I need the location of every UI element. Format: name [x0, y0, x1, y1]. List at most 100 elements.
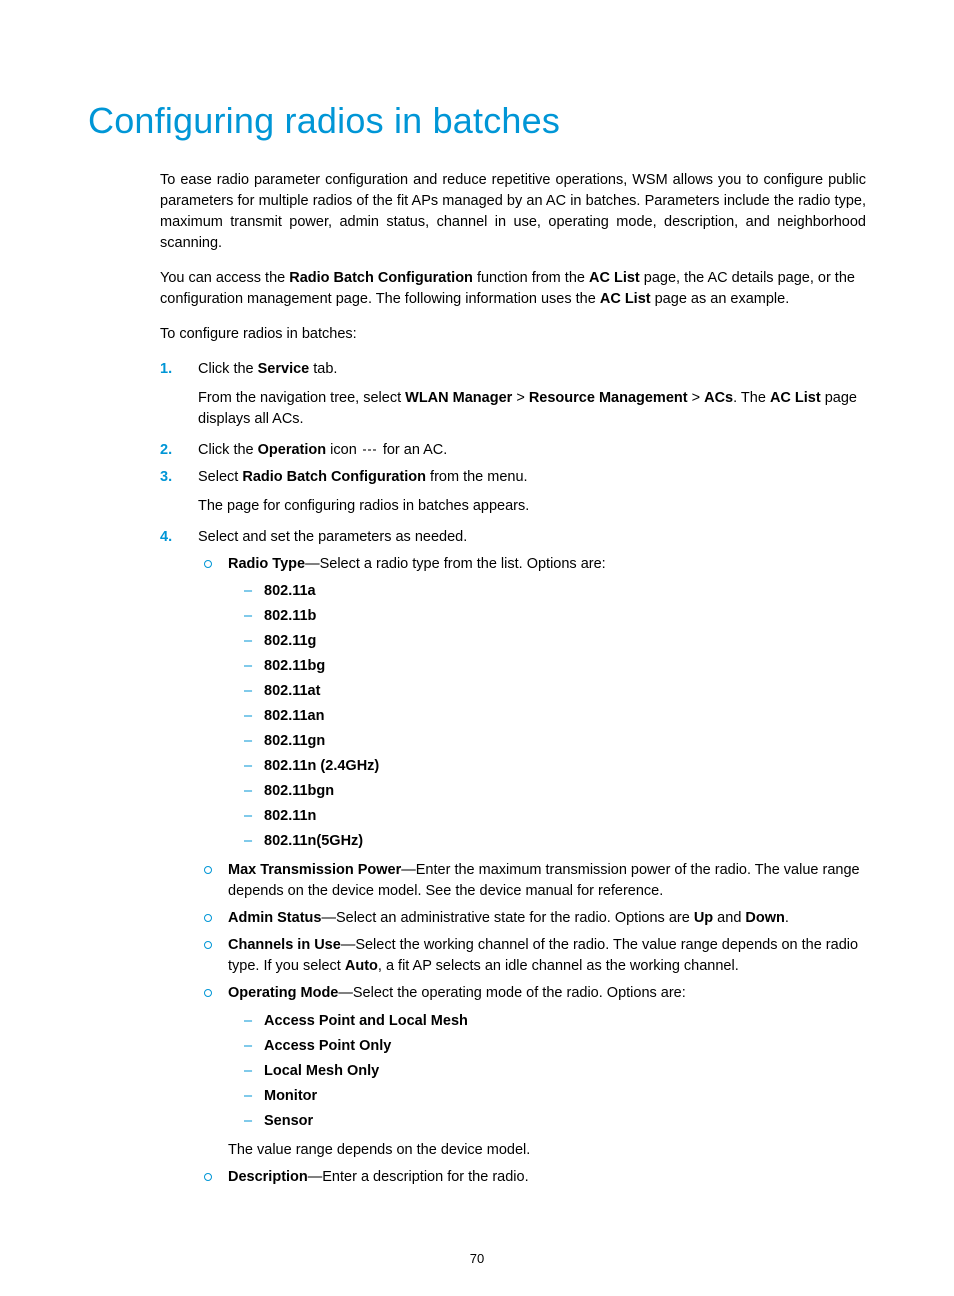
opt-label: 802.11at [264, 683, 320, 699]
step-1: 1. Click the Service tab. From the navig… [160, 359, 866, 430]
param-operating-mode: Operating Mode—Select the operating mode… [198, 983, 866, 1160]
opt: Monitor [228, 1086, 866, 1107]
param-desc: —Enter a description for the radio. [308, 1169, 529, 1185]
bold-wlan: WLAN Manager [405, 390, 512, 406]
param-label: Radio Type [228, 556, 305, 572]
opt: 802.11at [228, 681, 866, 702]
text: > [688, 390, 705, 406]
opt: 802.11gn [228, 731, 866, 752]
opt: 802.11bgn [228, 781, 866, 802]
step-2: 2. Click the Operation icon for an AC. [160, 440, 866, 461]
body: To ease radio parameter configuration an… [160, 170, 866, 1188]
param-desc: —Select the operating mode of the radio.… [338, 985, 685, 1001]
text: From the navigation tree, select [198, 390, 405, 406]
opt-label: 802.11n (2.4GHz) [264, 758, 379, 774]
param-label: Max Transmission Power [228, 862, 401, 878]
text: tab. [309, 361, 337, 377]
text: . The [733, 390, 770, 406]
page: Configuring radios in batches To ease ra… [0, 0, 954, 1296]
opt-label: Access Point Only [264, 1038, 391, 1054]
opt-label: 802.11bg [264, 658, 325, 674]
opt-label: Local Mesh Only [264, 1063, 379, 1079]
step-sub: The page for configuring radios in batch… [198, 496, 866, 517]
bold-down: Down [745, 910, 784, 926]
bold-aclist: AC List [770, 390, 821, 406]
opt: 802.11a [228, 581, 866, 602]
bold-resource: Resource Management [529, 390, 688, 406]
opt-label: 802.11n(5GHz) [264, 833, 363, 849]
bold-aclist: AC List [600, 291, 651, 307]
step-body: Select Radio Batch Configuration from th… [198, 467, 866, 488]
bold-rbc: Radio Batch Configuration [289, 270, 473, 286]
param-description: Description—Enter a description for the … [198, 1167, 866, 1188]
step-sub: From the navigation tree, select WLAN Ma… [198, 388, 866, 430]
bold-aclist: AC List [589, 270, 640, 286]
text: and [713, 910, 745, 926]
intro-para-3: To configure radios in batches: [160, 324, 866, 345]
opt-label: Access Point and Local Mesh [264, 1013, 468, 1029]
bold-up: Up [694, 910, 713, 926]
opt-label: Monitor [264, 1088, 317, 1104]
text: from the menu. [426, 469, 528, 485]
text: for an AC. [379, 442, 448, 458]
opt-label: Sensor [264, 1113, 313, 1129]
opt: Access Point Only [228, 1036, 866, 1057]
intro-para-2: You can access the Radio Batch Configura… [160, 268, 866, 310]
opt: 802.11bg [228, 656, 866, 677]
opt-label: 802.11an [264, 708, 324, 724]
text: > [512, 390, 529, 406]
text: You can access the [160, 270, 289, 286]
step-num: 3. [160, 467, 182, 488]
opt: 802.11g [228, 631, 866, 652]
opt: 802.11n (2.4GHz) [228, 756, 866, 777]
step-3: 3. Select Radio Batch Configuration from… [160, 467, 866, 517]
text: Click the [198, 442, 258, 458]
param-list: Radio Type—Select a radio type from the … [198, 554, 866, 1187]
param-admin-status: Admin Status—Select an administrative st… [198, 908, 866, 929]
text: Select [198, 469, 242, 485]
text: Click the [198, 361, 258, 377]
step-num: 4. [160, 527, 182, 548]
step-4: 4. Select and set the parameters as need… [160, 527, 866, 1187]
page-title: Configuring radios in batches [88, 100, 866, 142]
radio-type-options: 802.11a 802.11b 802.11g 802.11bg 802.11a… [228, 581, 866, 852]
opmode-tail: The value range depends on the device mo… [228, 1140, 866, 1161]
param-label: Description [228, 1169, 308, 1185]
step-body: Click the Operation icon for an AC. [198, 440, 866, 461]
text: function from the [473, 270, 589, 286]
bold-acs: ACs [704, 390, 733, 406]
opmode-options: Access Point and Local Mesh Access Point… [228, 1011, 866, 1132]
param-desc: —Select a radio type from the list. Opti… [305, 556, 606, 572]
page-number: 70 [0, 1251, 954, 1266]
opt: Local Mesh Only [228, 1061, 866, 1082]
param-channels: Channels in Use—Select the working chann… [198, 935, 866, 977]
opt: 802.11b [228, 606, 866, 627]
opt: 802.11n [228, 806, 866, 827]
bold-auto: Auto [345, 958, 378, 974]
text: , a fit AP selects an idle channel as th… [378, 958, 739, 974]
text: —Select an administrative state for the … [321, 910, 693, 926]
text: page as an example. [651, 291, 790, 307]
step-num: 2. [160, 440, 182, 461]
opt-label: 802.11n [264, 808, 316, 824]
param-max-tx: Max Transmission Power—Enter the maximum… [198, 860, 866, 902]
text: icon [326, 442, 361, 458]
param-label: Channels in Use [228, 937, 341, 953]
bold-service: Service [258, 361, 310, 377]
operation-icon [363, 446, 377, 454]
param-label: Operating Mode [228, 985, 338, 1001]
opt-label: 802.11bgn [264, 783, 334, 799]
opt: 802.11an [228, 706, 866, 727]
opt: Sensor [228, 1111, 866, 1132]
opt-label: 802.11g [264, 633, 316, 649]
opt-label: 802.11b [264, 608, 316, 624]
opt: 802.11n(5GHz) [228, 831, 866, 852]
param-radio-type: Radio Type—Select a radio type from the … [198, 554, 866, 852]
step-num: 1. [160, 359, 182, 380]
param-label: Admin Status [228, 910, 321, 926]
bold-rbc: Radio Batch Configuration [242, 469, 426, 485]
opt-label: 802.11gn [264, 733, 325, 749]
intro-para-1: To ease radio parameter configuration an… [160, 170, 866, 254]
text: . [785, 910, 789, 926]
bold-operation: Operation [258, 442, 326, 458]
